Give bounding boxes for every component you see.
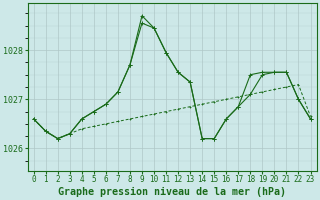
X-axis label: Graphe pression niveau de la mer (hPa): Graphe pression niveau de la mer (hPa) — [58, 186, 286, 197]
